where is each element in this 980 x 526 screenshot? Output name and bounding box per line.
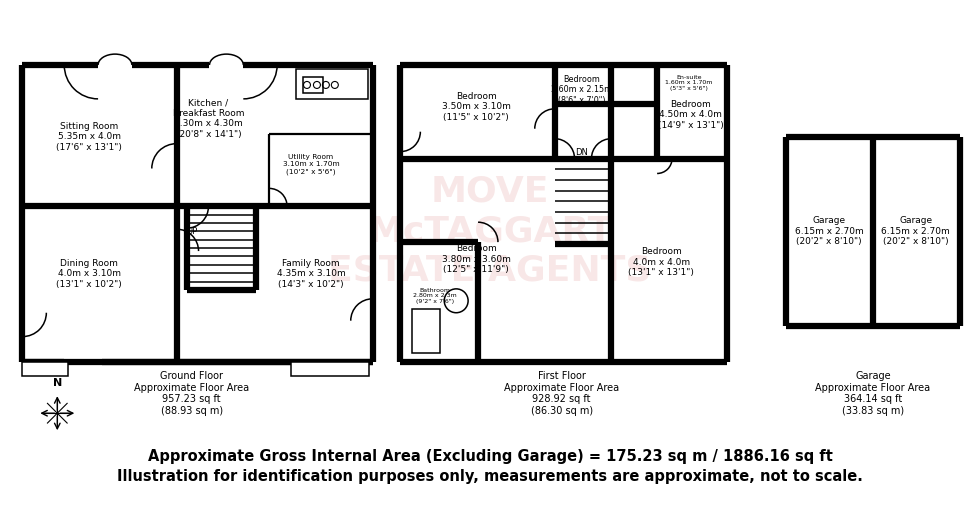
Text: Utility Room
3.10m x 1.70m
(10'2" x 5'6"): Utility Room 3.10m x 1.70m (10'2" x 5'6"… (282, 154, 339, 175)
Text: DN: DN (575, 148, 588, 157)
Bar (23, 362, 69, 377)
Text: MOVE
McTAGGART
ESTATE AGENTS: MOVE McTAGGART ESTATE AGENTS (328, 175, 652, 288)
Text: Bedroom
4.0m x 4.0m
(13'1" x 13'1"): Bedroom 4.0m x 4.0m (13'1" x 13'1") (628, 247, 694, 277)
Text: Garage
6.15m x 2.70m
(20'2" x 8'10"): Garage 6.15m x 2.70m (20'2" x 8'10") (795, 216, 863, 246)
Text: Bedroom
4.50m x 4.0m
(14'9" x 13'1"): Bedroom 4.50m x 4.0m (14'9" x 13'1") (658, 100, 724, 130)
Text: N: N (53, 378, 62, 388)
Bar (296, 69, 368, 99)
Text: Illustration for identification purposes only, measurements are approximate, not: Illustration for identification purposes… (117, 469, 863, 484)
Text: Kitchen /
Breakfast Room
6.30m x 4.30m
(20'8" x 14'1"): Kitchen / Breakfast Room 6.30m x 4.30m (… (172, 99, 244, 139)
Text: Garage
Approximate Floor Area
364.14 sq ft
(33.83 sq m): Garage Approximate Floor Area 364.14 sq … (815, 371, 931, 416)
Text: Sitting Room
5.35m x 4.0m
(17'6" x 13'1"): Sitting Room 5.35m x 4.0m (17'6" x 13'1"… (56, 122, 122, 151)
Text: En-suite
1.60m x 1.70m
(5'3" x 5'6"): En-suite 1.60m x 1.70m (5'3" x 5'6") (665, 75, 712, 91)
Text: Bedroom
3.80m x 3.60m
(12'5" x 11'9"): Bedroom 3.80m x 3.60m (12'5" x 11'9") (442, 244, 511, 274)
Text: Approximate Gross Internal Area (Excluding Garage) = 175.23 sq m / 1886.16 sq ft: Approximate Gross Internal Area (Excludi… (148, 450, 832, 464)
Text: Ground Floor
Approximate Floor Area
957.23 sq ft
(88.93 sq m): Ground Floor Approximate Floor Area 957.… (134, 371, 249, 416)
Text: Bedroom
2.60m x 2.15m
(8'6" x 7'0"): Bedroom 2.60m x 2.15m (8'6" x 7'0") (551, 75, 612, 105)
Text: First Floor
Approximate Floor Area
928.92 sq ft
(86.30 sq m): First Floor Approximate Floor Area 928.9… (504, 371, 619, 416)
Text: Family Room
4.35m x 3.10m
(14'3" x 10'2"): Family Room 4.35m x 3.10m (14'3" x 10'2"… (276, 259, 345, 289)
Text: Dining Room
4.0m x 3.10m
(13'1" x 10'2"): Dining Room 4.0m x 3.10m (13'1" x 10'2") (56, 259, 122, 289)
Text: Bedroom
3.50m x 3.10m
(11'5" x 10'2"): Bedroom 3.50m x 3.10m (11'5" x 10'2") (442, 92, 511, 122)
Text: Bathroom
2.80m x 2.3m
(9'2" x 7'6"): Bathroom 2.80m x 2.3m (9'2" x 7'6") (414, 288, 457, 304)
Text: UP: UP (186, 227, 197, 236)
Bar (413, 309, 440, 352)
Bar (303, 77, 322, 93)
Bar (291, 362, 368, 377)
Text: Garage
6.15m x 2.70m
(20'2" x 8'10"): Garage 6.15m x 2.70m (20'2" x 8'10") (881, 216, 951, 246)
